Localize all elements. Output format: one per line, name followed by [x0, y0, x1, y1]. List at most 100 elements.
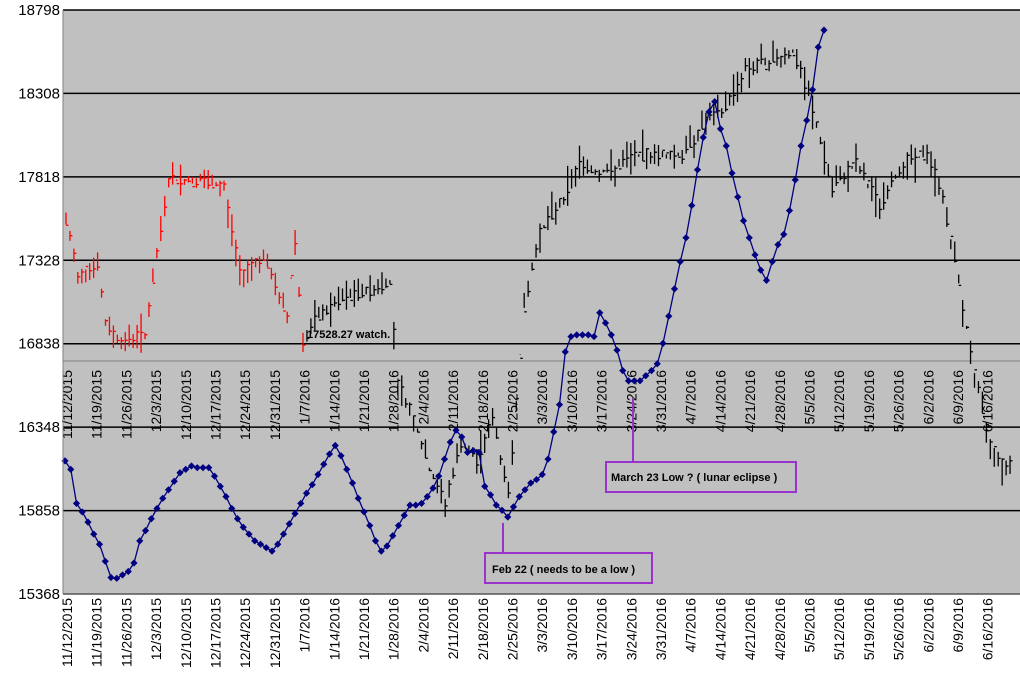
cycle-point — [498, 506, 506, 514]
x-tick-label: 3/31/2016 — [653, 598, 669, 660]
cycle-point — [446, 438, 454, 446]
y-tick-label: 18308 — [18, 85, 60, 102]
x-axis-labels: 11/12/2015 11/19/2015 11/26/2015 12/3/2015 1… — [59, 598, 996, 668]
inplot-date-label: 4/7/2016 — [683, 370, 699, 425]
y-tick-label: 17328 — [18, 252, 60, 269]
x-tick-label: 11/12/2015 — [59, 598, 75, 667]
cycle-point — [475, 448, 483, 456]
x-tick-label: 4/28/2016 — [772, 598, 788, 660]
cycle-point — [84, 518, 92, 526]
cycle-point — [757, 266, 765, 274]
cycle-point — [216, 482, 224, 490]
cycle-point — [653, 360, 661, 368]
x-tick-label: 12/17/2015 — [208, 598, 224, 668]
inplot-date-label: 11/26/2015 — [118, 370, 134, 439]
y-tick-label: 16838 — [18, 336, 60, 353]
cycle-point — [394, 521, 403, 530]
cycle-point — [291, 510, 299, 518]
y-axis-labels: 15368 15858 16348 16838 17328 17818 18308 18798 — [18, 2, 60, 603]
inplot-date-label: 5/5/2016 — [802, 370, 818, 425]
inplot-date-label: 2/18/2016 — [475, 370, 491, 432]
cycle-point — [325, 450, 334, 458]
cycle-point — [670, 285, 679, 293]
x-tick-label: 5/26/2016 — [891, 598, 907, 660]
cycle-point — [728, 169, 736, 177]
x-tick-label: 11/19/2015 — [89, 598, 105, 667]
cycle-point — [532, 475, 541, 484]
cycle-point — [274, 540, 282, 548]
cycle-point — [130, 559, 138, 567]
x-tick-label: 1/7/2016 — [297, 598, 313, 653]
cycle-point — [222, 493, 230, 501]
cycle-point — [228, 504, 236, 513]
gridlines — [63, 9, 1020, 595]
x-tick-label: 12/24/2015 — [237, 598, 253, 668]
cycle-point — [78, 508, 86, 516]
cycle-point — [360, 508, 368, 516]
cycle-point — [118, 571, 127, 579]
y-tick-label: 17818 — [18, 169, 60, 186]
x-tick-label: 3/24/2016 — [623, 598, 639, 660]
x-tick-label: 3/10/2016 — [564, 598, 580, 660]
cycle-point — [463, 448, 472, 456]
cycle-point — [343, 465, 351, 473]
cycle-point — [791, 176, 799, 184]
y-tick-label: 15368 — [18, 586, 60, 603]
cycle-point — [377, 547, 385, 555]
inplot-date-label: 12/31/2015 — [267, 370, 283, 440]
cycle-point — [210, 472, 219, 480]
price-bars — [65, 40, 1013, 517]
x-tick-label: 5/5/2016 — [802, 598, 818, 653]
cycle-point — [239, 523, 247, 531]
cycle-point — [780, 230, 788, 239]
x-tick-label: 12/10/2015 — [178, 598, 194, 668]
inplot-date-label: 5/19/2016 — [861, 370, 877, 432]
inplot-date-label: 12/17/2015 — [208, 370, 224, 440]
cycle-point — [182, 465, 190, 473]
cycle-point — [314, 470, 322, 479]
cycle-point — [170, 477, 178, 485]
cycle-point — [262, 544, 270, 552]
cycle-point — [486, 491, 495, 499]
cycle-point — [366, 521, 374, 530]
cycle-point — [205, 464, 213, 472]
cycle-point — [193, 464, 201, 472]
cycle-point — [578, 331, 587, 339]
inplot-date-labels: 11/12/2015 11/19/2015 11/26/2015 12/3/2015 1… — [59, 370, 996, 440]
inplot-date-label: 3/17/2016 — [594, 370, 610, 432]
inplot-date-label: 4/28/2016 — [772, 370, 788, 432]
cycle-point — [337, 452, 345, 460]
inplot-date-label: 11/19/2015 — [89, 370, 105, 439]
x-tick-label: 1/28/2016 — [386, 598, 402, 660]
cycle-point — [607, 331, 615, 339]
cycle-point — [716, 125, 725, 133]
cycle-point — [199, 464, 207, 472]
cycle-point — [768, 258, 776, 266]
cycle-point — [820, 26, 828, 34]
cycle-point — [412, 501, 420, 509]
cycle-point — [745, 234, 753, 242]
cycle-point — [469, 447, 477, 455]
cycle-point — [331, 441, 339, 450]
cycle-point — [285, 520, 293, 528]
inplot-date-label: 12/3/2015 — [148, 370, 164, 432]
cycle-point — [423, 493, 431, 501]
cycle-point — [550, 428, 558, 436]
cycle-point — [527, 479, 535, 487]
cycle-point — [256, 540, 265, 548]
cycle-point — [383, 542, 391, 550]
inplot-date-label: 11/12/2015 — [59, 370, 75, 439]
inplot-date-label: 6/9/2016 — [950, 370, 966, 425]
cycle-point — [107, 573, 115, 582]
cycle-point — [348, 479, 357, 487]
cycle-point — [705, 108, 713, 116]
cycle-point — [659, 339, 667, 347]
cycle-point — [406, 501, 414, 509]
cycle-point — [624, 377, 633, 385]
inplot-date-label: 6/16/2016 — [980, 370, 996, 432]
cycle-point — [124, 567, 132, 576]
inplot-date-label: 1/14/2016 — [326, 370, 342, 432]
cycle-point — [647, 367, 656, 375]
